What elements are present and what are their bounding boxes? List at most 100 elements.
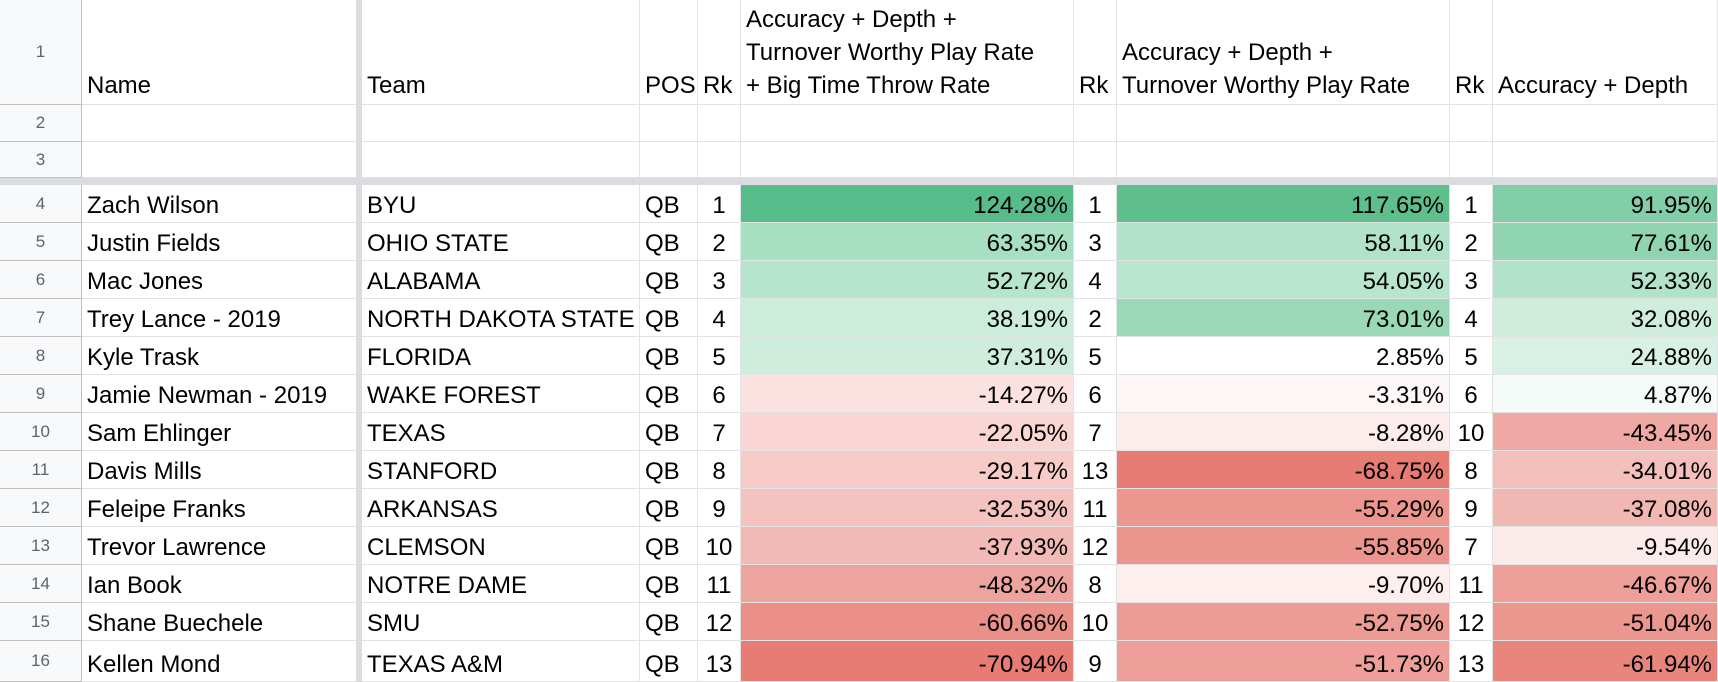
cell-name[interactable]: Sam Ehlinger bbox=[82, 413, 362, 451]
row-header-4[interactable]: 4 bbox=[0, 185, 82, 223]
cell-pos[interactable]: QB bbox=[640, 223, 698, 261]
cell-score1[interactable]: 63.35% bbox=[741, 223, 1074, 261]
cell-rk3[interactable]: 4 bbox=[1450, 299, 1493, 337]
cell-rk3[interactable]: 8 bbox=[1450, 451, 1493, 489]
cell-rk1[interactable]: 2 bbox=[698, 223, 741, 261]
cell-rk3[interactable]: 1 bbox=[1450, 185, 1493, 223]
cell-rk1[interactable]: 12 bbox=[698, 603, 741, 641]
cell-score1[interactable]: 38.19% bbox=[741, 299, 1074, 337]
cell-rk1[interactable]: 5 bbox=[698, 337, 741, 375]
cell-team[interactable]: FLORIDA bbox=[362, 337, 640, 375]
empty-cell[interactable] bbox=[362, 142, 640, 178]
cell-rk3[interactable]: 12 bbox=[1450, 603, 1493, 641]
cell-score3[interactable]: 32.08% bbox=[1493, 299, 1718, 337]
cell-team[interactable]: CLEMSON bbox=[362, 527, 640, 565]
cell-score1[interactable]: -60.66% bbox=[741, 603, 1074, 641]
empty-cell[interactable] bbox=[1493, 142, 1718, 178]
cell-rk2[interactable]: 9 bbox=[1074, 641, 1117, 682]
cell-score3[interactable]: -61.94% bbox=[1493, 641, 1718, 682]
cell-rk1[interactable]: 11 bbox=[698, 565, 741, 603]
cell-score1[interactable]: 124.28% bbox=[741, 185, 1074, 223]
cell-rk3[interactable]: 5 bbox=[1450, 337, 1493, 375]
cell-score1[interactable]: -70.94% bbox=[741, 641, 1074, 682]
cell-score3[interactable]: -46.67% bbox=[1493, 565, 1718, 603]
cell-rk2[interactable]: 13 bbox=[1074, 451, 1117, 489]
cell-score1[interactable]: -32.53% bbox=[741, 489, 1074, 527]
empty-cell[interactable] bbox=[1117, 142, 1450, 178]
frozen-row-divider[interactable] bbox=[0, 178, 1718, 185]
row-header-12[interactable]: 12 bbox=[0, 489, 82, 527]
cell-rk1[interactable]: 7 bbox=[698, 413, 741, 451]
cell-team[interactable]: NORTH DAKOTA STATE bbox=[362, 299, 640, 337]
row-header-7[interactable]: 7 bbox=[0, 299, 82, 337]
cell-rk1[interactable]: 13 bbox=[698, 641, 741, 682]
cell-team[interactable]: OHIO STATE bbox=[362, 223, 640, 261]
empty-cell[interactable] bbox=[1074, 105, 1117, 142]
empty-cell[interactable] bbox=[1074, 142, 1117, 178]
row-header-2[interactable]: 2 bbox=[0, 105, 82, 142]
empty-cell[interactable] bbox=[741, 142, 1074, 178]
header-team[interactable]: Team bbox=[362, 0, 640, 105]
cell-pos[interactable]: QB bbox=[640, 451, 698, 489]
cell-team[interactable]: NOTRE DAME bbox=[362, 565, 640, 603]
cell-score2[interactable]: -52.75% bbox=[1117, 603, 1450, 641]
cell-team[interactable]: ARKANSAS bbox=[362, 489, 640, 527]
cell-score2[interactable]: -51.73% bbox=[1117, 641, 1450, 682]
empty-cell[interactable] bbox=[1493, 105, 1718, 142]
header-rk2[interactable]: Rk bbox=[1074, 0, 1117, 105]
cell-pos[interactable]: QB bbox=[640, 489, 698, 527]
cell-rk3[interactable]: 9 bbox=[1450, 489, 1493, 527]
empty-cell[interactable] bbox=[1117, 105, 1450, 142]
cell-rk2[interactable]: 10 bbox=[1074, 603, 1117, 641]
cell-rk2[interactable]: 11 bbox=[1074, 489, 1117, 527]
header-score3[interactable]: Accuracy + Depth bbox=[1493, 0, 1718, 105]
cell-rk3[interactable]: 10 bbox=[1450, 413, 1493, 451]
row-header-9[interactable]: 9 bbox=[0, 375, 82, 413]
row-header-5[interactable]: 5 bbox=[0, 223, 82, 261]
cell-rk3[interactable]: 11 bbox=[1450, 565, 1493, 603]
row-header-15[interactable]: 15 bbox=[0, 603, 82, 641]
frozen-column-divider[interactable] bbox=[356, 0, 362, 682]
cell-score3[interactable]: -43.45% bbox=[1493, 413, 1718, 451]
cell-team[interactable]: ALABAMA bbox=[362, 261, 640, 299]
cell-score1[interactable]: 37.31% bbox=[741, 337, 1074, 375]
cell-score2[interactable]: -8.28% bbox=[1117, 413, 1450, 451]
cell-name[interactable]: Zach Wilson bbox=[82, 185, 362, 223]
cell-team[interactable]: SMU bbox=[362, 603, 640, 641]
cell-score1[interactable]: 52.72% bbox=[741, 261, 1074, 299]
cell-score1[interactable]: -48.32% bbox=[741, 565, 1074, 603]
cell-rk2[interactable]: 7 bbox=[1074, 413, 1117, 451]
cell-pos[interactable]: QB bbox=[640, 337, 698, 375]
cell-pos[interactable]: QB bbox=[640, 299, 698, 337]
cell-score2[interactable]: 54.05% bbox=[1117, 261, 1450, 299]
cell-pos[interactable]: QB bbox=[640, 527, 698, 565]
cell-name[interactable]: Kellen Mond bbox=[82, 641, 362, 682]
cell-score2[interactable]: -55.29% bbox=[1117, 489, 1450, 527]
cell-name[interactable]: Kyle Trask bbox=[82, 337, 362, 375]
cell-score1[interactable]: -14.27% bbox=[741, 375, 1074, 413]
cell-pos[interactable]: QB bbox=[640, 565, 698, 603]
cell-score3[interactable]: 4.87% bbox=[1493, 375, 1718, 413]
header-rk1[interactable]: Rk bbox=[698, 0, 741, 105]
cell-rk2[interactable]: 5 bbox=[1074, 337, 1117, 375]
cell-name[interactable]: Feleipe Franks bbox=[82, 489, 362, 527]
cell-name[interactable]: Davis Mills bbox=[82, 451, 362, 489]
row-header-3[interactable]: 3 bbox=[0, 142, 82, 178]
cell-score2[interactable]: -68.75% bbox=[1117, 451, 1450, 489]
cell-score3[interactable]: -34.01% bbox=[1493, 451, 1718, 489]
cell-score2[interactable]: -9.70% bbox=[1117, 565, 1450, 603]
cell-pos[interactable]: QB bbox=[640, 185, 698, 223]
cell-score2[interactable]: 117.65% bbox=[1117, 185, 1450, 223]
cell-rk2[interactable]: 12 bbox=[1074, 527, 1117, 565]
cell-rk3[interactable]: 7 bbox=[1450, 527, 1493, 565]
cell-score2[interactable]: -55.85% bbox=[1117, 527, 1450, 565]
cell-score3[interactable]: 52.33% bbox=[1493, 261, 1718, 299]
cell-pos[interactable]: QB bbox=[640, 641, 698, 682]
row-header-11[interactable]: 11 bbox=[0, 451, 82, 489]
cell-name[interactable]: Shane Buechele bbox=[82, 603, 362, 641]
cell-score1[interactable]: -22.05% bbox=[741, 413, 1074, 451]
cell-score2[interactable]: 58.11% bbox=[1117, 223, 1450, 261]
row-header-13[interactable]: 13 bbox=[0, 527, 82, 565]
cell-score3[interactable]: -37.08% bbox=[1493, 489, 1718, 527]
row-header-1[interactable]: 1 bbox=[0, 0, 82, 105]
